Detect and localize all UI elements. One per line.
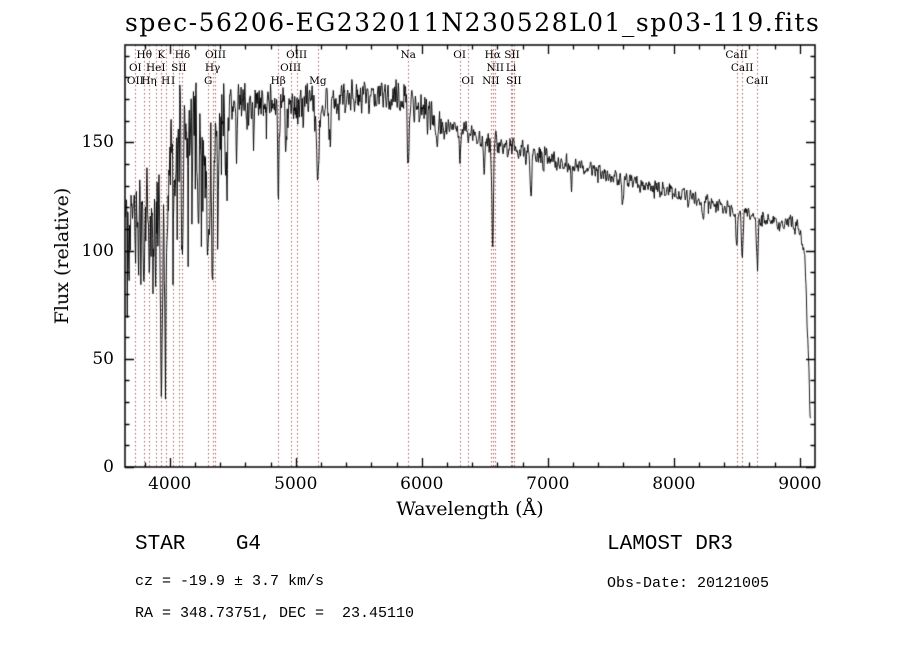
survey-text: LAMOST DR3 [607, 533, 734, 556]
ra-dec-text: RA = 348.73751, DEC = 23.45110 [135, 605, 415, 622]
y-axis-label: Flux (relative) [51, 187, 73, 325]
x-axis-label: Wavelength (Å) [396, 498, 544, 520]
classification-text: STAR G4 [135, 533, 262, 556]
plot-title: spec-56206-EG232011N230528L01_sp03-119.f… [125, 8, 821, 37]
radial-velocity-text: cz = -19.9 ± 3.7 km/s [135, 573, 325, 590]
obs-date-text: Obs-Date: 20121005 [607, 575, 770, 592]
